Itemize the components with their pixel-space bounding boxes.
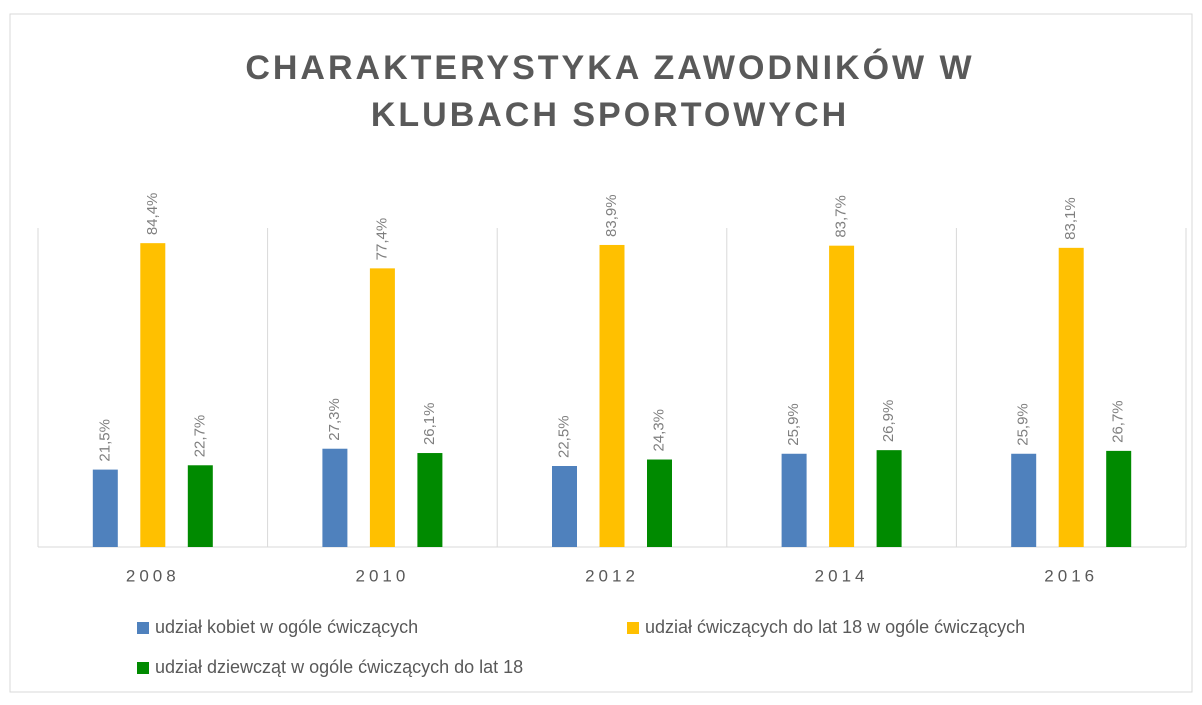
x-tick-label: 2012 — [585, 566, 639, 585]
bar — [781, 453, 807, 547]
data-label: 22,5% — [555, 415, 572, 458]
data-label: 83,1% — [1062, 197, 1079, 240]
bar — [829, 245, 855, 547]
x-tick-label: 2016 — [1044, 566, 1098, 585]
data-label: 24,3% — [650, 409, 667, 452]
data-label: 27,3% — [326, 398, 343, 441]
data-label: 84,4% — [144, 193, 161, 236]
x-tick-label: 2014 — [815, 566, 869, 585]
bar — [417, 453, 443, 547]
legend-label: udział ćwiczących do lat 18 w ogóle ćwic… — [645, 617, 1025, 637]
bar — [92, 469, 118, 547]
bar — [599, 244, 625, 547]
bar — [140, 243, 166, 547]
legend-swatch — [137, 622, 149, 634]
data-label: 83,9% — [603, 194, 620, 237]
data-label: 26,9% — [880, 400, 897, 443]
bar — [187, 465, 213, 547]
data-label: 26,7% — [1110, 400, 1127, 443]
chart-title: CHARAKTERYSTYKA ZAWODNIKÓW W — [245, 49, 974, 87]
bar — [322, 448, 348, 547]
legend-label: udział dziewcząt w ogóle ćwiczących do l… — [155, 657, 523, 677]
data-label: 83,7% — [833, 195, 850, 238]
bar — [1058, 247, 1084, 547]
data-label: 22,7% — [191, 415, 208, 458]
legend-swatch — [627, 622, 639, 634]
data-label: 25,9% — [785, 403, 802, 446]
data-label: 26,1% — [421, 402, 438, 445]
data-label: 21,5% — [96, 419, 113, 462]
x-tick-label: 2008 — [126, 566, 180, 585]
bar — [1011, 453, 1037, 547]
legend-label: udział kobiet w ogóle ćwiczących — [155, 617, 418, 637]
bar — [369, 268, 395, 547]
data-label: 25,9% — [1015, 403, 1032, 446]
bar — [552, 466, 577, 547]
x-tick-label: 2010 — [355, 566, 409, 585]
chart-title: KLUBACH SPORTOWYCH — [371, 96, 849, 134]
bar — [1106, 450, 1132, 547]
bar — [876, 450, 902, 547]
bar — [647, 459, 672, 547]
legend-swatch — [137, 662, 149, 674]
data-label: 77,4% — [373, 218, 390, 261]
